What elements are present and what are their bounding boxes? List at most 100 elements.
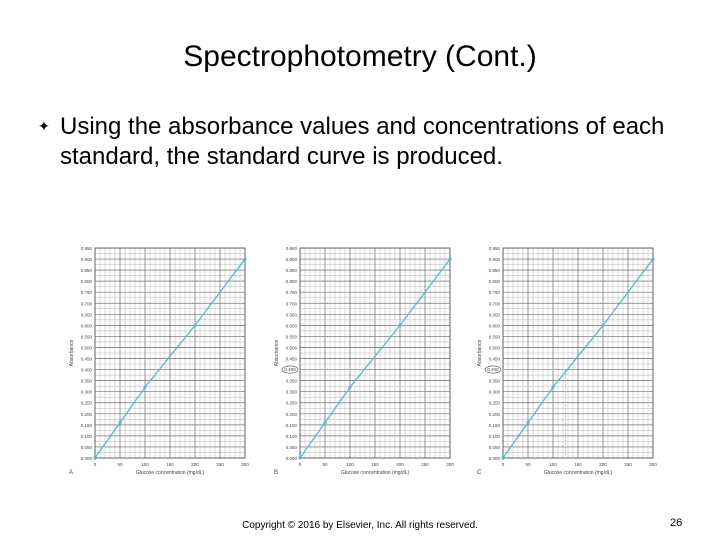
y-tick-label: 0.300 (489, 390, 501, 395)
y-tick-label: 0.750 (489, 290, 501, 295)
x-axis-label: Glucose concentration (mg/dL) (136, 470, 205, 476)
chart-panel-c: 0.000 0.050 0.100 0.150 0.200 0.250 0.300 0.350… (477, 246, 657, 476)
chart-panel-a: 0.000 0.050 0.100 0.150 0.200 0.250 0.300 0.350… (69, 246, 249, 476)
y-tick-label: 0.700 (81, 301, 93, 306)
standard-curve-charts: 0.000 0.050 0.100 0.150 0.200 0.250 0.300 0.350… (69, 246, 657, 476)
y-tick-label: 0.000 (489, 456, 501, 461)
y-tick-label: 0.250 (489, 401, 501, 406)
y-tick-label: 0.500 (489, 345, 501, 350)
highlight-label: 0.400 (284, 367, 296, 372)
y-tick-label: 0.400 (81, 368, 93, 373)
x-axis-label: Glucose concentration (mg/dL) (544, 470, 613, 476)
y-axis-label: Absorbance (69, 339, 75, 366)
x-tick-label: 250 (624, 462, 632, 467)
y-tick-label: 0.800 (286, 279, 298, 284)
plot-frame (299, 247, 451, 459)
y-tick-label: 0.650 (81, 312, 93, 317)
y-tick-label: 0.100 (489, 434, 501, 439)
slide-title: Spectrophotometry (Cont.) (183, 40, 537, 73)
y-tick-label: 0.800 (81, 279, 93, 284)
y-tick-label: 0.050 (81, 445, 93, 450)
y-tick-label: 0.550 (81, 334, 93, 339)
y-tick-label: 0.200 (81, 412, 93, 417)
data-point (193, 323, 197, 327)
y-tick-label: 0.750 (286, 290, 298, 295)
y-tick-label: 0.900 (81, 257, 93, 262)
plot-frame (502, 247, 654, 459)
y-tick-label: 0.950 (489, 246, 501, 251)
y-tick-label: 0.200 (286, 412, 298, 417)
x-tick-label: 200 (599, 462, 607, 467)
x-tick-label: 50 (117, 462, 123, 467)
x-tick-label: 0 (502, 462, 505, 467)
y-tick-label: 0.450 (286, 357, 298, 362)
data-point (601, 323, 605, 327)
y-tick-label: 0.600 (489, 323, 501, 328)
x-tick-label: 200 (191, 462, 199, 467)
y-tick-label: 0.450 (489, 357, 501, 362)
data-point (501, 456, 505, 460)
x-tick-label: 300 (446, 462, 454, 467)
y-tick-label: 0.850 (489, 268, 501, 273)
y-tick-label: 0.950 (81, 246, 93, 251)
chart-panel-b: 0.000 0.050 0.100 0.150 0.200 0.250 0.300 0.350… (274, 246, 454, 476)
x-tick-label: 50 (322, 462, 328, 467)
y-tick-label: 0.100 (286, 434, 298, 439)
y-tick-label: 0.500 (81, 345, 93, 350)
x-tick-label: 200 (396, 462, 404, 467)
data-point (143, 385, 147, 389)
bullet-text: Using the absorbance values and concentr… (60, 113, 665, 170)
y-tick-label: 0.250 (286, 401, 298, 406)
y-tick-label: 0.650 (286, 312, 298, 317)
y-tick-label: 0.300 (286, 390, 298, 395)
data-point (448, 257, 452, 261)
panel-letter: C (477, 470, 482, 476)
y-tick-label: 0.150 (489, 423, 501, 428)
data-point (323, 421, 327, 425)
y-tick-label: 0.100 (81, 434, 93, 439)
data-point (93, 456, 97, 460)
y-tick-label: 0.500 (286, 345, 298, 350)
y-tick-label: 0.200 (489, 412, 501, 417)
y-tick-label: 0.250 (81, 401, 93, 406)
data-point (398, 323, 402, 327)
y-tick-label: 0.350 (286, 379, 298, 384)
y-tick-label: 0.150 (286, 423, 298, 428)
y-tick-label: 0.700 (286, 301, 298, 306)
panel-letter: A (69, 470, 73, 476)
x-tick-label: 50 (525, 462, 531, 467)
y-tick-label: 0.350 (489, 379, 501, 384)
x-axis-label: Glucose concentration (mg/dL) (341, 470, 410, 476)
y-tick-label: 0.150 (81, 423, 93, 428)
data-point (243, 257, 247, 261)
y-tick-label: 0.900 (286, 257, 298, 262)
highlight-circle (484, 365, 502, 374)
copyright-footer: Copyright © 2016 by Elsevier, Inc. All r… (242, 520, 478, 531)
y-tick-label: 0.000 (286, 456, 298, 461)
x-tick-label: 250 (216, 462, 224, 467)
y-tick-label: 0.600 (81, 323, 93, 328)
y-axis-label: Absorbance (477, 339, 483, 366)
data-point (551, 385, 555, 389)
y-tick-label: 0.850 (81, 268, 93, 273)
data-point (651, 257, 655, 261)
y-tick-label: 0.700 (489, 301, 501, 306)
highlight-label: 0.400 (487, 367, 499, 372)
y-axis-label: Absorbance (274, 339, 280, 366)
x-tick-label: 100 (141, 462, 149, 467)
x-tick-label: 100 (346, 462, 354, 467)
y-tick-label: 0.350 (81, 379, 93, 384)
data-point (118, 421, 122, 425)
panel-letter: B (274, 470, 278, 476)
data-point (298, 456, 302, 460)
y-tick-label: 0.450 (81, 357, 93, 362)
x-tick-label: 100 (549, 462, 557, 467)
x-tick-label: 0 (94, 462, 97, 467)
y-tick-label: 0.550 (286, 334, 298, 339)
x-tick-label: 150 (574, 462, 582, 467)
bullet-icon: ✦ (38, 118, 50, 134)
y-tick-label: 0.850 (286, 268, 298, 273)
y-tick-label: 0.600 (286, 323, 298, 328)
x-tick-label: 150 (371, 462, 379, 467)
y-tick-label: 0.950 (286, 246, 298, 251)
